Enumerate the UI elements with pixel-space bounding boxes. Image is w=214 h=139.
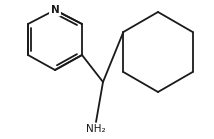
Text: N: N (51, 5, 59, 15)
Text: NH₂: NH₂ (86, 124, 106, 134)
